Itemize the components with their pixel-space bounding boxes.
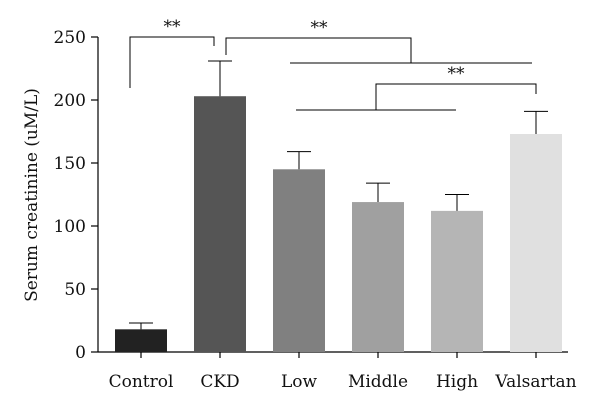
y-tick-label: 50 (64, 280, 86, 300)
significance-label: ** (164, 17, 182, 37)
bar-low (273, 169, 325, 352)
significance-label: ** (448, 64, 466, 84)
category-label: Low (281, 372, 318, 392)
significance-brackets: ** ** ** (129, 17, 537, 111)
y-tick-label: 150 (54, 154, 86, 174)
category-label: Middle (348, 372, 408, 392)
error-bars (129, 60, 548, 330)
bracket-control-ckd (129, 36, 215, 88)
y-axis-label: Serum creatinine (uM/L) (22, 88, 42, 302)
y-tick-label: 250 (54, 28, 86, 48)
significance-label: ** (311, 18, 329, 38)
bar-ckd (194, 96, 246, 352)
category-labels: Control CKD Low Middle High Valsartan (109, 352, 577, 392)
y-tick-label: 0 (75, 343, 86, 363)
y-ticks: 0 50 100 150 200 250 (54, 28, 98, 363)
bars (115, 96, 562, 352)
bar-high (431, 210, 483, 352)
bracket-ckd-treatments (225, 37, 412, 63)
bracket-valsartan-doses (375, 83, 537, 110)
y-tick-label: 200 (54, 91, 86, 111)
category-label: High (436, 372, 478, 392)
bar-middle (352, 202, 404, 352)
category-label: Control (109, 372, 174, 392)
bar-valsartan (510, 134, 562, 352)
category-label: Valsartan (494, 372, 576, 392)
y-tick-label: 100 (54, 217, 86, 237)
bar-control (115, 329, 167, 352)
category-label: CKD (200, 372, 239, 392)
